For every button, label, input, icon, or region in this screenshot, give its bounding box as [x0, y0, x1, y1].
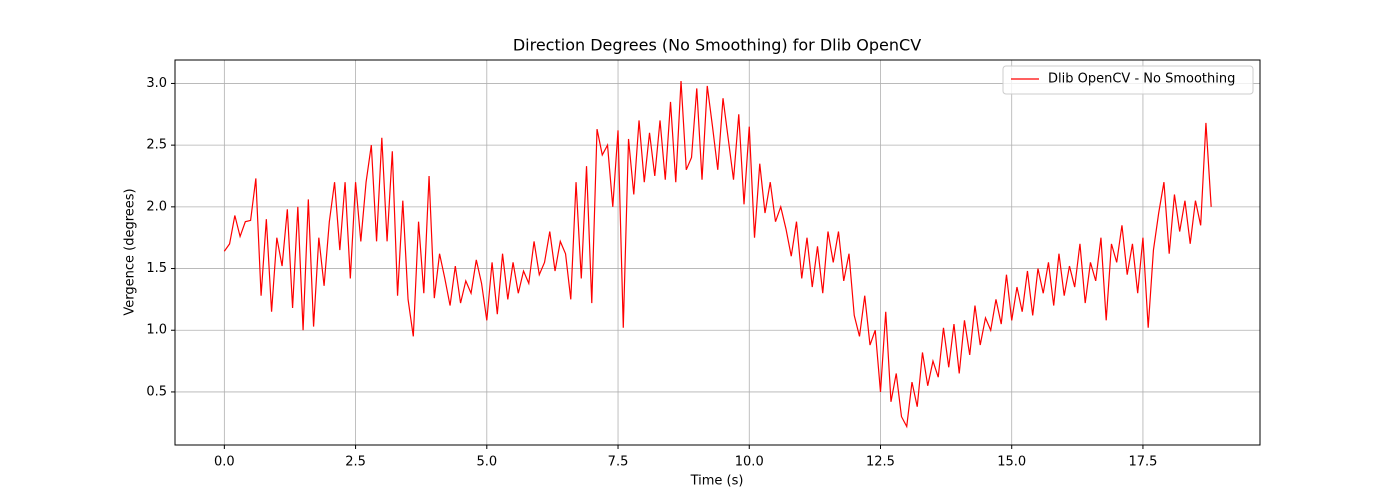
plot-frame: [174, 59, 1261, 446]
y-tick-label: 0.5: [146, 384, 167, 399]
y-tick-label: 2.5: [146, 138, 167, 153]
data-line: [223, 80, 1212, 429]
x-axis-label: Time (s): [690, 474, 744, 489]
y-tick-label: 1.5: [146, 261, 167, 276]
legend-box: [1002, 65, 1254, 95]
y-axis-label: Vergence (degrees): [123, 188, 138, 315]
y-tick-label: 1.0: [146, 323, 167, 338]
x-tick-label: 17.5: [1128, 455, 1157, 470]
x-tick-label: 10.0: [735, 455, 764, 470]
x-tick-label: 0.0: [214, 455, 235, 470]
chart-title: Direction Degrees (No Smoothing) for Dli…: [513, 36, 921, 55]
x-tick-label: 7.5: [608, 455, 629, 470]
legend-label: Dlib OpenCV - No Smoothing: [1048, 72, 1235, 87]
x-tick-label: 2.5: [345, 455, 366, 470]
x-tick-label: 12.5: [866, 455, 895, 470]
x-tick-label: 5.0: [476, 455, 497, 470]
y-tick-label: 3.0: [146, 76, 167, 91]
y-tick-label: 2.0: [146, 199, 167, 214]
x-tick-label: 15.0: [997, 455, 1026, 470]
